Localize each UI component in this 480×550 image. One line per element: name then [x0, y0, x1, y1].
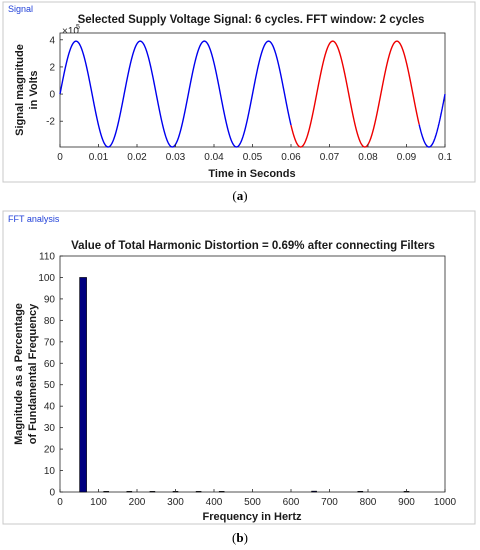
y-axis-label-b-line1: Magnitude as a Percentage — [13, 303, 25, 445]
x-tick-label-b: 500 — [244, 497, 261, 508]
panel-a-title: Signal — [8, 4, 33, 14]
caption-b: (b) — [232, 530, 248, 545]
bar-240hz — [149, 491, 156, 493]
x-tick-label-b: 1000 — [434, 497, 457, 508]
y-axis-label-b-line2: of Fundamental Frequency — [27, 303, 39, 444]
plot-b-area — [59, 255, 446, 493]
y-tick-label-a: -2 — [46, 117, 55, 128]
signal-segment-1 — [290, 40, 420, 148]
y-tick-label-b: 0 — [49, 488, 55, 499]
y-tick-label-b: 60 — [44, 359, 56, 370]
y-tick-label-b: 80 — [44, 316, 56, 327]
x-tick-label-a: 0.03 — [166, 152, 186, 163]
x-tick-label-a: 0.07 — [320, 152, 340, 163]
bar-120hz — [103, 491, 109, 493]
bar-420hz — [218, 491, 225, 493]
caption-b-letter: b — [236, 530, 243, 545]
x-tick-label-b: 100 — [90, 497, 107, 508]
x-axis-label-b: Frequency in Hertz — [202, 511, 302, 523]
fft-bars — [79, 277, 410, 493]
bar-60hz — [79, 277, 87, 493]
y-tick-label-b: 20 — [44, 445, 56, 456]
y-tick-label-b: 30 — [44, 423, 56, 434]
multiplier-label: ×10 5 — [62, 24, 80, 37]
x-tick-label-a: 0.01 — [89, 152, 109, 163]
y-tick-label-b: 50 — [44, 380, 56, 391]
caption-a-close: ) — [243, 188, 247, 203]
plot-a-area — [59, 32, 446, 148]
y-axis-label-a-line1: Signal magnitude — [14, 44, 26, 136]
chart-a-title: Selected Supply Voltage Signal: 6 cycles… — [78, 14, 425, 26]
x-tick-label-a: 0.1 — [438, 152, 452, 163]
y-tick-label-a: 0 — [49, 90, 55, 101]
y-axis-ticks-b: 0 10 20 30 40 50 60 70 80 90 100 110 — [38, 252, 63, 499]
caption-a: (a) — [232, 188, 247, 203]
caption-a-open: ( — [232, 188, 236, 203]
bar-360hz — [195, 491, 202, 493]
x-axis-ticks-b: 0 100 200 300 400 500 600 700 800 900 1000 — [57, 489, 457, 508]
x-tick-label-b: 900 — [398, 497, 415, 508]
y-tick-label-a: 2 — [49, 62, 55, 73]
bar-780hz — [357, 491, 364, 493]
x-tick-label-a: 0.04 — [204, 152, 224, 163]
y-axis-ticks-a: -2 0 2 4 — [46, 35, 63, 128]
panel-b-title: FFT analysis — [8, 214, 60, 224]
y-axis-label-a-line2: in Volts — [28, 71, 40, 110]
x-tick-label-a: 0.05 — [243, 152, 263, 163]
x-tick-label-a: 0 — [57, 152, 63, 163]
x-tick-label-a: 0.09 — [397, 152, 417, 163]
y-axis-label-a: Signal magnitude in Volts — [14, 44, 40, 136]
x-axis-ticks-a: 0 0.01 0.02 0.03 0.04 0.05 0.06 0.07 0.08 0.09 0.1 — [57, 144, 452, 163]
caption-b-close: ) — [244, 530, 248, 545]
y-tick-label-b: 10 — [44, 466, 56, 477]
bar-180hz — [126, 491, 133, 493]
y-tick-label-a: 4 — [49, 35, 55, 46]
x-tick-label-b: 800 — [360, 497, 377, 508]
panel-a: Signal Selected Supply Voltage Signal: 6… — [2, 1, 476, 183]
x-tick-label-b: 300 — [167, 497, 184, 508]
y-axis-label-b: Magnitude as a Percentage of Fundamental… — [13, 303, 39, 445]
bar-660hz — [311, 490, 317, 493]
x-tick-label-b: 700 — [321, 497, 338, 508]
chart-b-title: Value of Total Harmonic Distortion = 0.6… — [71, 240, 435, 252]
multiplier-exponent: 5 — [76, 24, 80, 31]
y-tick-label-b: 40 — [44, 402, 56, 413]
y-tick-label-b: 100 — [38, 273, 55, 284]
x-tick-label-a: 0.02 — [127, 152, 147, 163]
x-tick-label-b: 0 — [57, 497, 63, 508]
multiplier-base: ×10 — [62, 26, 79, 37]
x-tick-label-b: 400 — [206, 497, 223, 508]
x-tick-label-b: 600 — [283, 497, 300, 508]
x-tick-label-b: 200 — [129, 497, 146, 508]
panel-b: FFT analysis Value of Total Harmonic Dis… — [2, 210, 476, 525]
x-axis-label-a: Time in Seconds — [208, 168, 295, 180]
y-tick-label-b: 70 — [44, 337, 56, 348]
x-tick-label-a: 0.06 — [281, 152, 301, 163]
signal-segment-2 — [418, 93, 446, 148]
y-tick-label-b: 110 — [39, 252, 55, 263]
y-tick-label-b: 90 — [44, 294, 56, 305]
caption-b-open: ( — [232, 530, 236, 545]
x-tick-label-a: 0.08 — [358, 152, 378, 163]
caption-a-letter: a — [237, 188, 244, 203]
